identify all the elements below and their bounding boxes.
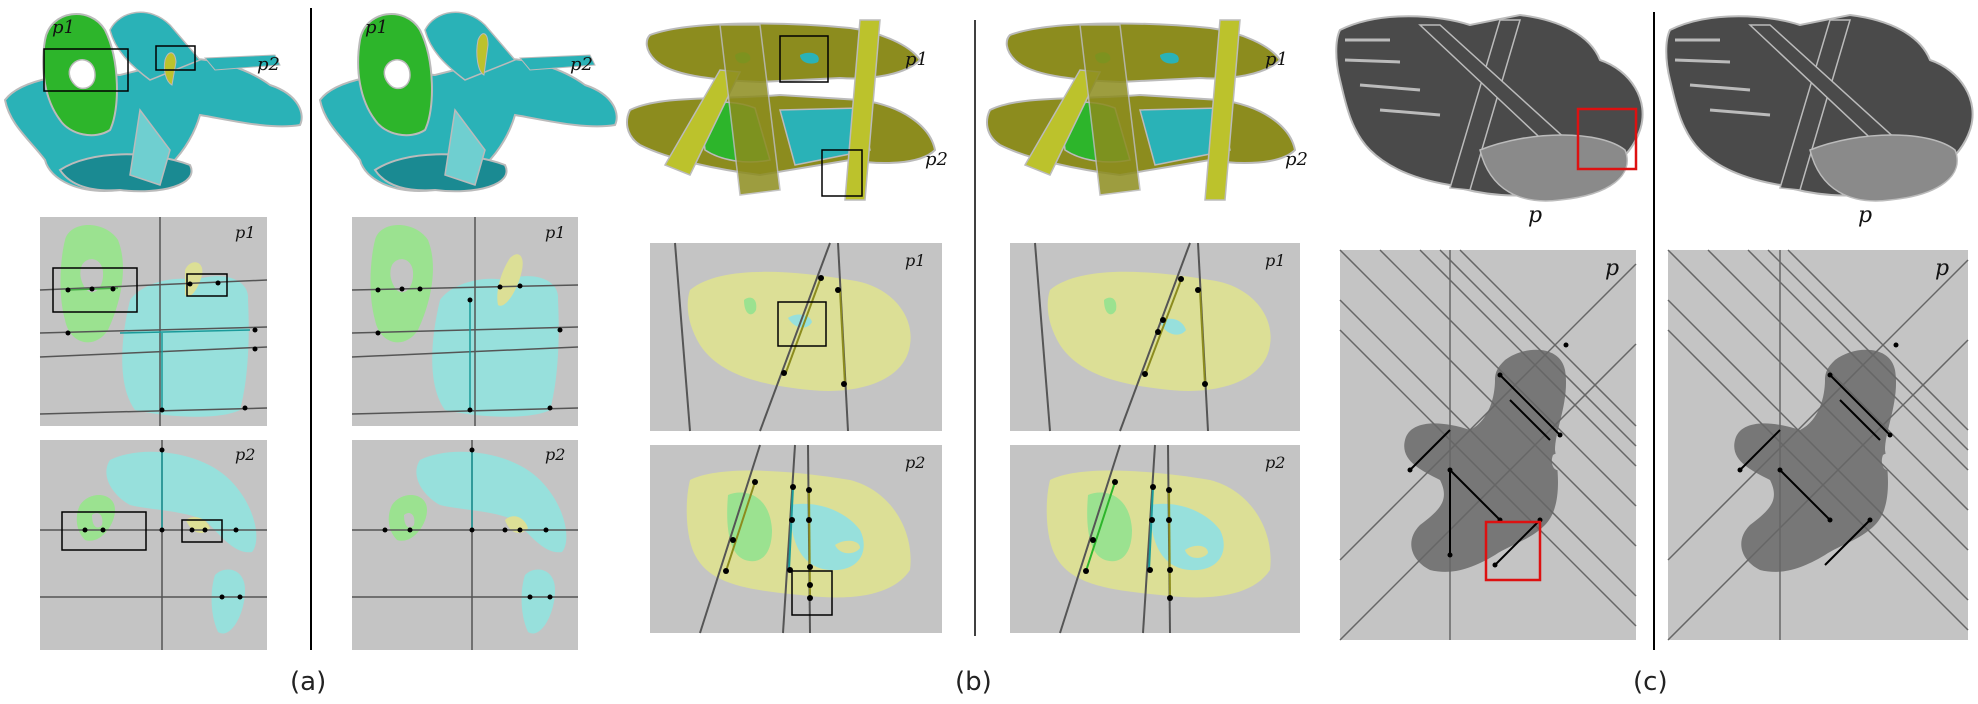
model-b-left: p1 p2 [626, 19, 948, 201]
caption-c: (c) [1633, 667, 1668, 697]
panel-b-left-p1: p1 [650, 242, 942, 432]
panel-c-right: p [1667, 249, 1969, 641]
label-p1: p1 [1265, 251, 1285, 270]
label-p2: p2 [1285, 149, 1308, 170]
model-a-right: p1 p2 [318, 11, 618, 193]
label-p1: p1 [905, 251, 925, 270]
panel-a-left-p1: p1 [39, 217, 268, 426]
label-p: p [1528, 203, 1542, 228]
model-c-left: p [1335, 13, 1644, 228]
panel-b-right-p2: p2 [1010, 444, 1300, 634]
label-p: p [1935, 256, 1949, 281]
label-p2: p2 [1265, 453, 1285, 472]
model-a-left: p1 p2 [3, 11, 303, 193]
label-p2: p2 [905, 453, 925, 472]
label-p1: p1 [365, 17, 388, 38]
label-p2: p2 [257, 54, 280, 75]
label-p: p [1605, 256, 1619, 281]
panel-a-right-p1: p1 [351, 217, 579, 426]
panel-b-left-p2: p2 [650, 444, 942, 634]
label-p1: p1 [545, 223, 565, 242]
panel-c-left: p [1339, 249, 1637, 641]
caption-b: (b) [955, 667, 992, 697]
label-p2: p2 [570, 54, 593, 75]
model-b-right: p1 p2 [986, 19, 1308, 201]
label-p: p [1858, 203, 1872, 228]
label-p2: p2 [545, 445, 565, 464]
panel-b-right-p1: p1 [1010, 242, 1300, 432]
label-p1: p1 [52, 17, 75, 38]
label-p2: p2 [925, 149, 948, 170]
panel-a-right-p2: p2 [352, 440, 578, 650]
label-p1: p1 [905, 49, 928, 70]
caption-a: (a) [290, 667, 326, 697]
label-p1: p1 [235, 223, 255, 242]
label-p2: p2 [235, 445, 255, 464]
label-p1: p1 [1265, 49, 1288, 70]
panel-a-left-p2: p2 [40, 440, 267, 650]
model-c-right: p [1665, 13, 1974, 228]
